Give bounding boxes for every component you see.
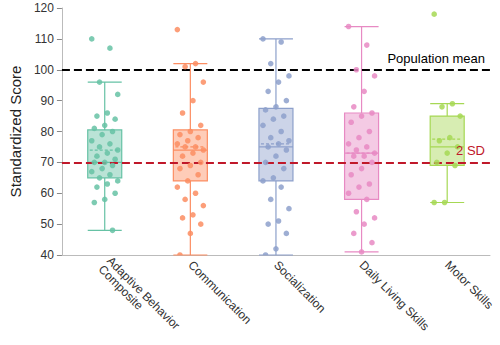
svg-text:Composite: Composite — [96, 262, 147, 313]
svg-text:60: 60 — [41, 186, 55, 200]
svg-text:Standardized Score: Standardized Score — [7, 66, 24, 198]
svg-text:40: 40 — [41, 248, 55, 262]
svg-text:80: 80 — [41, 125, 55, 139]
svg-text:120: 120 — [34, 1, 54, 15]
svg-text:Socialization: Socialization — [271, 258, 328, 315]
svg-text:70: 70 — [41, 155, 55, 169]
svg-text:Adaptive Behavior: Adaptive Behavior — [104, 254, 185, 335]
svg-text:2 SD: 2 SD — [456, 143, 485, 158]
svg-text:Communication: Communication — [185, 258, 254, 327]
svg-text:Population mean: Population mean — [387, 51, 485, 66]
svg-text:100: 100 — [34, 63, 54, 77]
svg-text:90: 90 — [41, 94, 55, 108]
svg-text:Daily Living Skills: Daily Living Skills — [357, 258, 432, 333]
svg-text:50: 50 — [41, 217, 55, 231]
svg-text:Motor Skills: Motor Skills — [442, 258, 496, 312]
svg-text:110: 110 — [35, 32, 54, 46]
